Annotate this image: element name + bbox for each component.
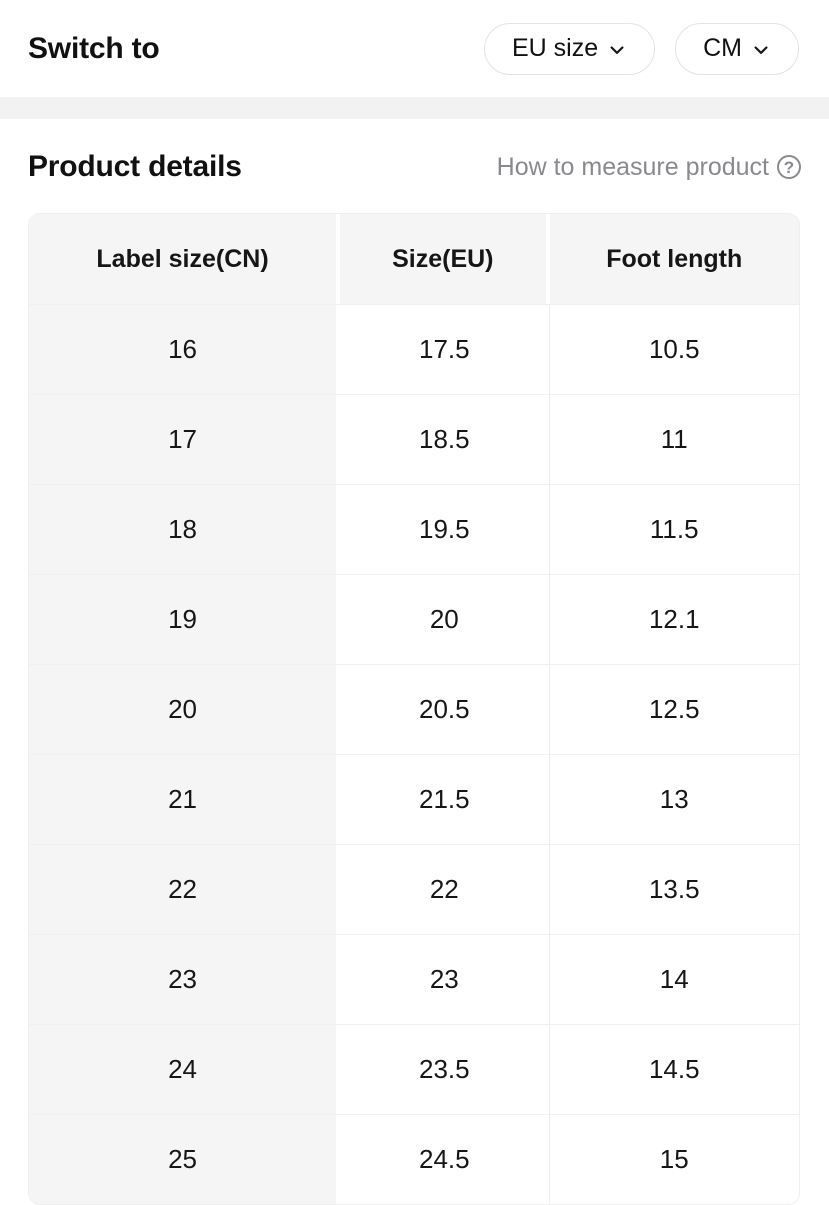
table-cell: 13 xyxy=(659,784,689,814)
table-cell: 15 xyxy=(659,1144,689,1174)
table-row: 17 18.5 11 xyxy=(29,394,799,484)
switch-to-bar: Switch to EU size CM xyxy=(0,0,829,97)
table-cell: 14 xyxy=(659,964,689,994)
eu-size-dropdown[interactable]: EU size xyxy=(483,22,656,75)
table-row: 21 21.5 13 xyxy=(29,754,799,844)
table-cell: 17.5 xyxy=(340,305,550,394)
unit-switch-group: EU size CM xyxy=(483,22,799,75)
size-table: Label size(CN) Size(EU) Foot length 16 17… xyxy=(28,213,800,1205)
table-cell: 20 xyxy=(29,665,341,754)
section-header: Product details How to measure product ? xyxy=(0,119,829,184)
table-cell: 19.5 xyxy=(340,485,550,574)
table-cell: 18 xyxy=(29,485,341,574)
page-title: Product details xyxy=(28,150,242,183)
chevron-down-icon xyxy=(754,45,768,54)
table-cell: 23 xyxy=(340,935,550,1024)
table-cell: 24 xyxy=(29,1025,341,1114)
column-header-label-size-cn: Label size(CN) xyxy=(29,214,341,304)
table-header-row: Label size(CN) Size(EU) Foot length xyxy=(29,214,799,304)
table-cell: 23 xyxy=(29,935,341,1024)
table-row: 22 22 13.5 xyxy=(29,844,799,934)
table-cell: 20 xyxy=(340,575,550,664)
how-to-measure-label: How to measure product xyxy=(496,152,769,181)
cm-unit-dropdown[interactable]: CM xyxy=(675,22,799,75)
table-cell: 21 xyxy=(29,755,341,844)
table-row: 24 23.5 14.5 xyxy=(29,1024,799,1114)
table-row: 25 24.5 15 xyxy=(29,1114,799,1204)
table-row: 20 20.5 12.5 xyxy=(29,664,799,754)
table-cell: 16 xyxy=(29,305,341,394)
table-cell: 13.5 xyxy=(648,874,700,904)
column-header-foot-length: Foot length xyxy=(549,214,799,304)
table-cell: 24.5 xyxy=(340,1115,550,1204)
table-cell: 21.5 xyxy=(340,755,550,844)
table-row: 16 17.5 10.5 xyxy=(29,304,799,394)
table-cell: 19 xyxy=(29,575,341,664)
question-circle-icon: ? xyxy=(777,155,801,179)
table-row: 19 20 12.1 xyxy=(29,574,799,664)
eu-size-dropdown-label: EU size xyxy=(511,34,599,62)
table-cell: 25 xyxy=(29,1115,341,1204)
section-divider xyxy=(0,97,829,119)
table-body: 16 17.5 10.5 17 18.5 11 18 19.5 11.5 19 20 12.1 20 20… xyxy=(29,304,799,1204)
table-cell: 11 xyxy=(660,424,688,454)
table-cell: 20.5 xyxy=(340,665,550,754)
table-cell: 12.1 xyxy=(648,604,700,634)
switch-to-label: Switch to xyxy=(28,31,160,65)
table-cell: 22 xyxy=(29,845,341,934)
table-cell: 17 xyxy=(29,395,341,484)
cm-unit-dropdown-label: CM xyxy=(703,34,742,62)
table-cell: 23.5 xyxy=(340,1025,550,1114)
table-row: 23 23 14 xyxy=(29,934,799,1024)
table-cell: 14.5 xyxy=(648,1054,700,1084)
table-row: 18 19.5 11.5 xyxy=(29,484,799,574)
column-header-size-eu: Size(EU) xyxy=(340,214,550,304)
table-cell: 10.5 xyxy=(648,334,700,364)
chevron-down-icon xyxy=(610,45,624,54)
table-cell: 12.5 xyxy=(648,694,700,724)
table-cell: 11.5 xyxy=(649,514,699,544)
how-to-measure-link[interactable]: How to measure product ? xyxy=(497,153,801,182)
table-cell: 22 xyxy=(340,845,550,934)
table-cell: 18.5 xyxy=(340,395,550,484)
